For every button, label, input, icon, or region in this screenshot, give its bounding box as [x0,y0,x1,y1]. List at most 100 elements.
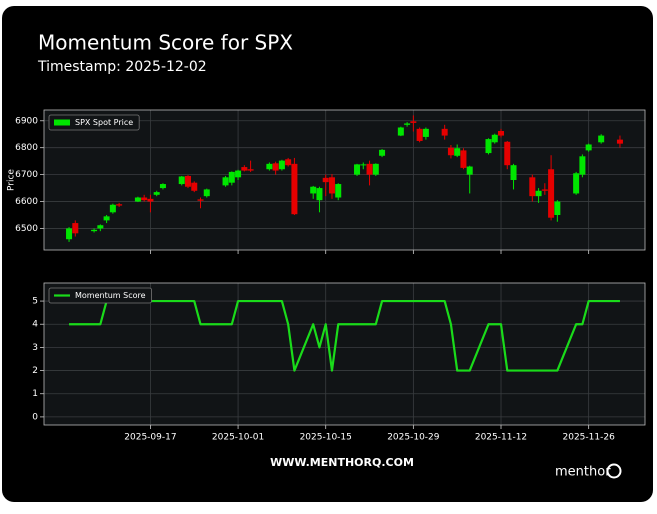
y-tick-label: 6700 [15,170,38,180]
candle-body [535,190,542,197]
candle-body [66,228,73,240]
candle-body [134,197,141,202]
y-tick-label: 6800 [15,143,38,153]
candle-body [272,163,279,171]
y-tick-label: 2 [32,366,38,376]
candle-body [504,141,511,166]
candle-body [441,128,448,136]
candle-body [410,121,417,123]
panel: 0 1 2 3 4 5 2025-09-17 2025-10-01 2025-10-15 2025… [32,282,646,443]
candle-body [360,164,367,166]
footer: WWW.MENTHORQ.COM [270,456,414,469]
card-background [2,6,653,502]
y-tick-label: 6900 [15,116,38,126]
candle-body [460,150,467,168]
x-tick-label: 2025-10-29 [387,433,440,443]
candle-body [404,123,411,125]
legend-label: SPX Spot Price [75,118,133,127]
logo-ring [606,463,622,479]
candle-body [184,175,191,187]
candle-body [97,225,104,229]
candle-body [328,177,335,194]
candle-body [466,166,473,175]
candle-body [548,169,555,218]
candle-body [310,186,317,194]
y-axis-label: Price [7,169,17,191]
plot-frame [43,109,646,251]
y-tick-label: 6500 [15,224,38,234]
candle-body [91,229,98,232]
y-tick-label: 0 [32,412,38,422]
x-tick-label: 2025-11-12 [475,433,527,443]
y-tick-label: 1 [32,389,38,399]
candle-body [147,198,154,202]
legend-label: Momentum Score [75,291,146,300]
candle-body [372,163,379,175]
y-tick-label: 3 [32,343,38,353]
candle-body [222,177,229,186]
candle-body [241,167,248,171]
candle-body [422,128,429,137]
candle-body [322,177,329,183]
candle-body [498,131,505,136]
plot-area [44,110,645,250]
candle-body [354,164,361,175]
y-tick-label: 6600 [15,197,38,207]
plot-frame [43,282,646,426]
page-title: Momentum Score for SPX [38,31,293,55]
candle-body [316,188,323,201]
legend-box [48,287,152,304]
candle-body [573,173,580,194]
score-line [69,299,620,372]
legend-swatch [54,119,70,126]
legend-box [48,114,140,131]
plot-area [44,283,645,425]
candle-body [416,128,423,141]
candle-body [203,189,210,197]
page-subtitle: Timestamp: 2025-12-02 [37,59,207,75]
x-tick-label: 2025-10-01 [212,433,264,443]
candle-body [266,163,273,170]
x-tick-label: 2025-09-17 [124,433,176,443]
candle-body [141,197,148,201]
candle-body [529,177,536,197]
candle-body [447,147,454,156]
candle-body [197,199,204,201]
candle-body [491,134,498,143]
candle-body [159,184,166,189]
candle-body [191,182,198,191]
candle-body [397,127,404,136]
candle-body [291,163,298,215]
candle-body [235,170,242,178]
candle-body [541,189,548,191]
candle-body [153,192,160,195]
candle-body [178,176,185,185]
candle-body [228,171,235,183]
candle-body [335,184,342,198]
legend: Momentum Score [48,287,152,304]
candle-body [278,160,285,170]
candle-body [579,156,586,175]
candle-body [72,223,79,234]
candle-body [485,139,492,154]
y-tick-label: 4 [32,320,38,330]
candle-body [366,163,373,175]
legend: SPX Spot Price [48,114,140,131]
candle-body [109,204,116,213]
candle-body [285,159,292,166]
x-tick-label: 2025-10-15 [300,433,352,443]
y-tick-label: 5 [32,297,38,307]
candle-body [554,201,561,215]
candle-body [454,148,461,156]
candle-body [247,169,254,171]
candle-body [116,204,123,206]
candle-body [510,165,517,180]
candle-body [379,149,386,156]
x-tick-label: 2025-11-26 [563,433,616,443]
candle-body [103,216,110,221]
panel: 6500 6600 6700 6800 6900 Price SPX Spot Price [7,109,646,254]
logo-text: menthor [555,465,611,480]
candle-body [585,144,592,151]
candle-body [598,135,605,143]
